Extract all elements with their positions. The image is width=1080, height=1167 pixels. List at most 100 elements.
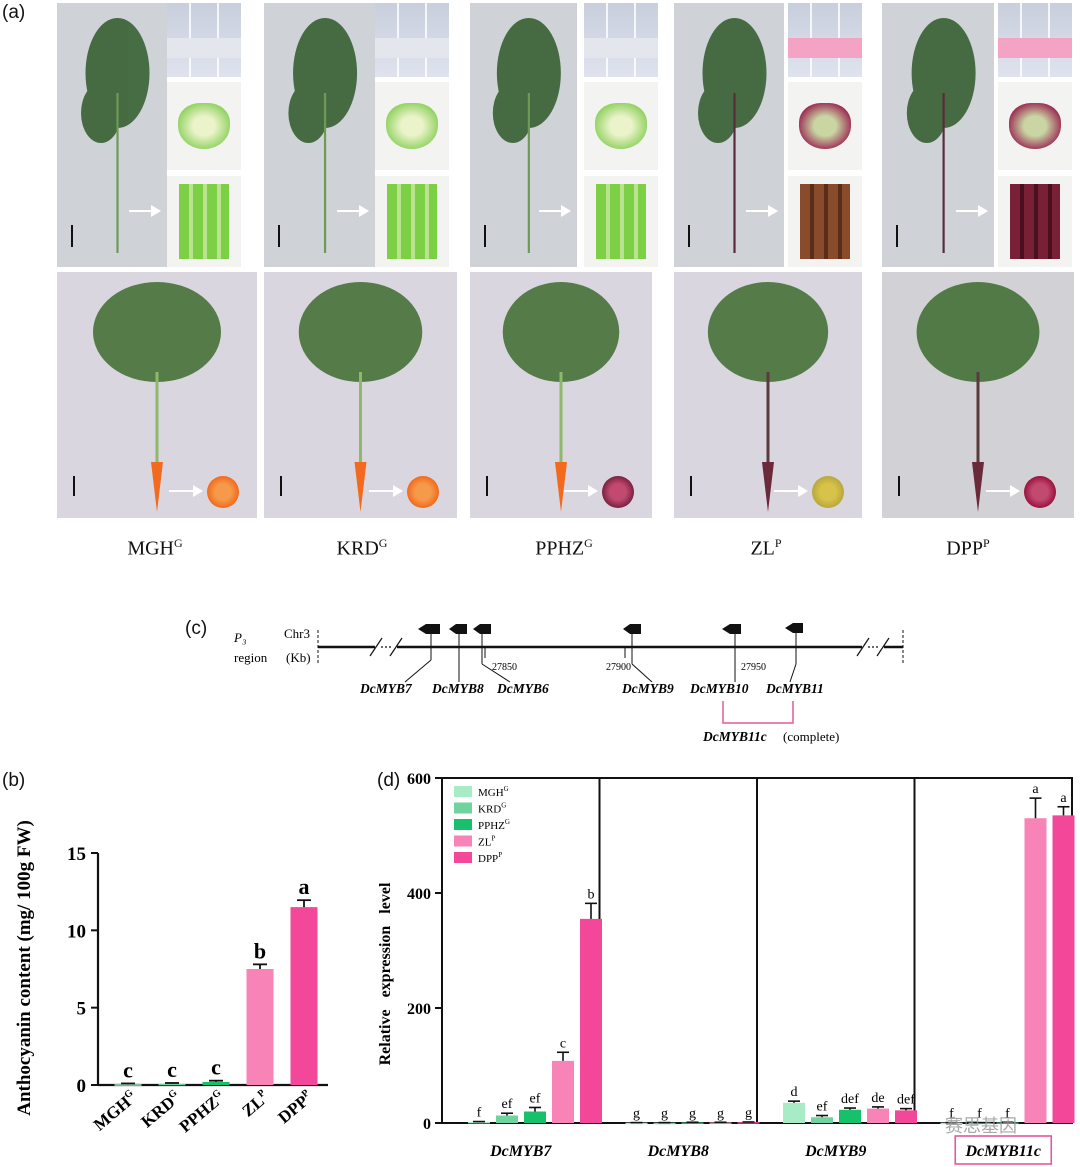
extract-tube-pphz — [584, 3, 658, 77]
root-slice-pphz — [602, 476, 634, 508]
chart-d-bar-dcmyb9-zl — [867, 1108, 889, 1123]
region-label-p3: P₃ — [233, 630, 246, 645]
chart-d-ytick-label: 600 — [407, 771, 431, 788]
gene-arrow-dcmyb6 — [473, 624, 491, 634]
leaf-photo-pphz — [470, 3, 577, 267]
scale-bar — [71, 225, 73, 247]
chart-d-bar-dcmyb9-dpp — [895, 1110, 917, 1123]
chart-d-legend-label: ZLP — [478, 835, 495, 849]
cultivar-label-pphz: PPHZG — [535, 536, 593, 560]
svg-text:27900: 27900 — [606, 662, 631, 673]
extract-tube-krd — [375, 3, 449, 77]
anthocyanin-chart: Anthocyanin content (mg/ 100g FW) 0 5 10 15… — [14, 820, 328, 1136]
chart-d-sig-letter: c — [560, 1036, 566, 1051]
chart-b-xtick-label: PPHZG — [176, 1087, 229, 1136]
gene-label-dcmyb6: DcMYB6 — [496, 681, 549, 696]
chart-d-bar-dcmyb9-krd — [811, 1117, 833, 1123]
chart-d-sig-letter: ef — [502, 1097, 513, 1112]
chart-b-bar-krd — [158, 1083, 186, 1086]
chart-d-sig-letter: f — [477, 1106, 482, 1121]
watermark-text: 赛思基因 — [945, 1116, 1017, 1136]
chart-b-ytick-label: 15 — [67, 844, 86, 865]
scale-bar — [688, 225, 690, 247]
chart-d-bar-dcmyb11c-pphz — [996, 1122, 1019, 1124]
chart-d-bar-dcmyb8-zl — [709, 1122, 732, 1124]
chart-d-sig-letter: f — [977, 1107, 982, 1122]
cultivar-label-krd: KRDG — [336, 536, 388, 560]
chart-d-ytick-label: 0 — [423, 1116, 431, 1133]
expression-chart: Relative expression level 0 200 400 600 f ef… — [377, 771, 1075, 1165]
chart-d-legend-swatch — [454, 802, 472, 814]
white-arrow-icon — [129, 205, 161, 217]
chart-d-bar-dcmyb11c-krd — [968, 1122, 991, 1125]
chart-d-group-label: DcMYB11c — [964, 1143, 1041, 1160]
white-arrow-icon — [774, 485, 808, 497]
cultivar-label-dpp: DPPP — [946, 536, 990, 560]
chart-d-sig-letter: d — [791, 1085, 798, 1100]
chart-d-legend-swatch — [454, 835, 472, 847]
gene-arrow-dcmyb10 — [722, 624, 741, 634]
extract-tube-dpp — [998, 3, 1072, 77]
scale-bar — [486, 476, 488, 496]
chart-d-group-label: DcMYB7 — [489, 1143, 552, 1160]
panel-label-a: (a) — [2, 2, 26, 23]
chart-d-group-label: DcMYB9 — [804, 1143, 866, 1160]
tick-27950: 27950 — [734, 647, 766, 673]
white-arrow-icon — [337, 205, 369, 217]
chart-d-bar-dcmyb11c-zl — [1024, 818, 1047, 1123]
chart-d-sig-letter: f — [949, 1107, 954, 1122]
chart-d-bar-dcmyb7-zl — [552, 1060, 574, 1123]
scale-bar — [73, 476, 75, 496]
gene-arrow-dcmyb7 — [418, 624, 440, 634]
chart-d-legend: MGHG KRDG PPHZG ZLP DPPP — [454, 785, 510, 865]
chart-d-legend-label: KRDG — [478, 802, 506, 816]
white-arrow-icon — [169, 485, 203, 497]
cross-section-zl — [788, 82, 862, 170]
leaf-photo-zl — [674, 3, 784, 267]
scale-bar — [484, 225, 486, 247]
white-arrow-icon — [564, 485, 598, 497]
chart-b-xtick-label: DPPP — [274, 1088, 316, 1128]
chart-b-sig-letter: c — [211, 1055, 221, 1080]
petiole-section-krd — [375, 176, 449, 267]
scale-bar — [690, 476, 692, 496]
chart-d-sig-letter: b — [588, 887, 595, 902]
chart-d-sig-letter: g — [633, 1107, 640, 1122]
chart-d-sig-letter: def — [897, 1093, 915, 1108]
unit-label: (Kb) — [286, 650, 311, 665]
gene-label-dcmyb8: DcMYB8 — [431, 681, 484, 696]
chart-d-legend-label: MGHG — [478, 785, 509, 799]
petiole-section-pphz — [584, 176, 658, 267]
chart-b-bar-zl — [246, 969, 274, 1085]
chart-d-sig-letter: ef — [817, 1100, 828, 1115]
bracket-note-label: (complete) — [783, 729, 839, 744]
gene-label-dcmyb9: DcMYB9 — [621, 681, 674, 696]
chart-d-bar-dcmyb11c-mgh — [940, 1122, 963, 1125]
extract-tube-mgh — [167, 3, 241, 77]
chart-d-sig-letter: g — [689, 1106, 696, 1121]
cross-section-dpp — [998, 82, 1072, 170]
chart-b-bar-pphz — [202, 1081, 230, 1085]
petiole-section-mgh — [167, 176, 241, 267]
chart-b-bar-mgh — [114, 1084, 142, 1086]
white-arrow-icon — [539, 205, 571, 217]
scale-bar — [898, 476, 900, 496]
gene-label-dcmyb10: DcMYB10 — [689, 681, 749, 696]
dcmyb11c-bracket — [722, 701, 794, 724]
chart-d-sig-letter: g — [661, 1107, 668, 1122]
chart-b-sig-letter: c — [123, 1057, 133, 1082]
chart-d-sig-letter: g — [745, 1106, 752, 1121]
chart-b-ytick-label: 0 — [77, 1076, 87, 1097]
white-arrow-icon — [956, 205, 988, 217]
root-slice-krd — [407, 476, 439, 508]
whole-plant-photo-krd — [264, 272, 457, 518]
chart-d-sig-letter: def — [841, 1092, 859, 1107]
gene-label-dcmyb7: DcMYB7 — [359, 681, 413, 696]
chart-d-legend-label: PPHZG — [478, 818, 510, 832]
root-slice-mgh — [207, 476, 239, 508]
leaf-photo-dpp — [882, 3, 994, 267]
chart-d-legend-swatch — [454, 819, 472, 830]
panel-label-d: (d) — [377, 770, 401, 791]
root-slice-dpp — [1024, 476, 1056, 508]
chart-d-sig-letter: de — [871, 1091, 884, 1106]
